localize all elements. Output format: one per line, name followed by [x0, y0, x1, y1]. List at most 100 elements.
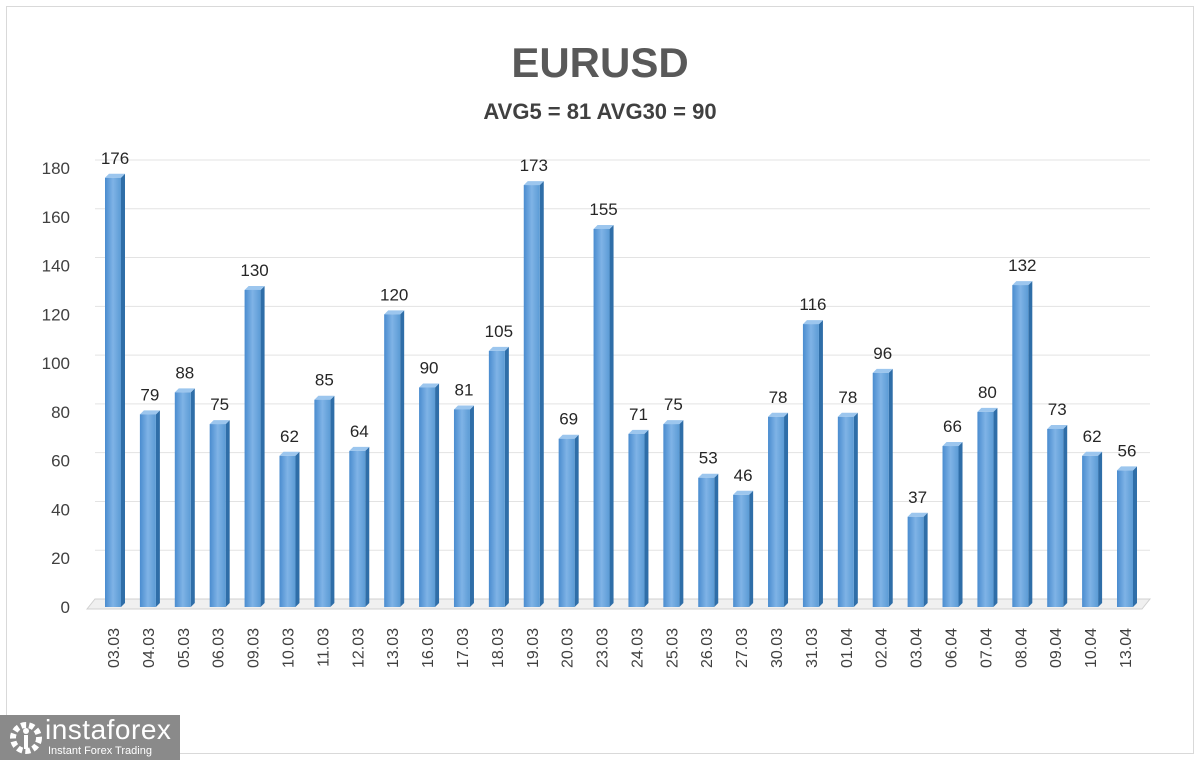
logo-name: instaforex [45, 714, 172, 745]
x-tick-label: 25.03 [664, 628, 681, 668]
data-label: 78 [838, 388, 857, 407]
bar [593, 228, 610, 607]
bar [453, 409, 470, 607]
bar [523, 185, 540, 608]
bar [244, 289, 261, 607]
x-tick-label: 11.03 [315, 628, 332, 667]
chart-title: EURUSD [511, 39, 689, 86]
bar-top [174, 388, 195, 393]
data-label: 90 [420, 359, 439, 378]
x-tick-label: 26.03 [699, 628, 716, 668]
bar-top [419, 383, 440, 388]
bar [802, 324, 819, 607]
bar [907, 516, 924, 607]
x-tick-label: 10.03 [280, 628, 297, 668]
bar-top [523, 181, 544, 186]
y-tick-label: 0 [61, 598, 70, 617]
x-tick-label: 24.03 [629, 628, 646, 668]
bar [977, 411, 994, 607]
bar-side [469, 405, 474, 607]
data-label: 62 [1083, 427, 1102, 446]
y-tick-label: 40 [51, 500, 70, 519]
x-tick-label: 12.03 [350, 628, 367, 668]
bar-top [768, 412, 789, 417]
x-tick-label: 09.03 [246, 628, 263, 668]
bar-side [400, 310, 405, 607]
bar-side [888, 368, 893, 607]
x-tick-label: 16.03 [420, 628, 437, 668]
y-tick-label: 20 [51, 549, 70, 568]
bar-side [260, 285, 265, 607]
bar-top [733, 490, 754, 495]
bar-side [190, 388, 195, 607]
chart-subtitle: AVG5 = 81 AVG30 = 90 [483, 99, 717, 124]
bar-top [384, 310, 405, 315]
data-label: 69 [559, 410, 578, 429]
bar-top [907, 512, 928, 517]
data-label: 64 [350, 422, 369, 441]
bar-top [663, 420, 684, 425]
bar-side [365, 446, 370, 607]
bar [942, 446, 959, 607]
bar-side [714, 473, 719, 607]
bar-side [330, 395, 335, 607]
data-label: 53 [699, 449, 718, 468]
x-tick-label: 08.04 [1013, 628, 1030, 668]
y-tick-label: 60 [51, 452, 70, 471]
bar [733, 494, 750, 607]
data-label: 130 [240, 261, 268, 280]
data-label: 176 [101, 149, 129, 168]
gear-logo-icon [10, 722, 42, 754]
bar-side [853, 412, 858, 607]
data-label: 120 [380, 285, 408, 304]
bar-top [244, 285, 265, 290]
logo-tagline: Instant Forex Trading [48, 745, 152, 757]
bar-side [993, 407, 998, 607]
bar-top [453, 405, 474, 410]
bar-top [628, 429, 649, 434]
bar [279, 455, 296, 607]
y-tick-label: 180 [42, 159, 70, 178]
x-tick-label: 20.03 [560, 628, 577, 668]
data-label: 155 [589, 200, 617, 219]
bar-top [209, 420, 230, 425]
x-tick-label: 04.03 [141, 628, 158, 668]
y-tick-label: 140 [42, 257, 70, 276]
x-tick-label: 10.04 [1083, 628, 1100, 668]
bar-side [609, 224, 614, 607]
bar-top [1012, 281, 1033, 286]
bar-side [1063, 424, 1068, 607]
x-tick-label: 03.03 [106, 628, 123, 668]
bar [105, 177, 121, 607]
bar-top [1117, 466, 1137, 471]
bar-side [574, 434, 579, 607]
bar [663, 424, 680, 607]
bar [1082, 455, 1099, 607]
bar-side [1133, 466, 1137, 607]
bar [698, 477, 715, 607]
bar [1047, 428, 1064, 607]
data-label: 173 [520, 156, 548, 175]
bar-side [225, 420, 230, 607]
bar-side [539, 181, 544, 608]
data-label: 85 [315, 371, 334, 390]
bar [384, 314, 401, 607]
bar [628, 433, 645, 607]
bar [139, 414, 156, 607]
bar-side [818, 320, 823, 607]
bar-top [593, 224, 614, 229]
data-label: 62 [280, 427, 299, 446]
bar [349, 450, 366, 607]
bar-top [139, 410, 160, 415]
bar-top [1047, 424, 1068, 429]
bar [1012, 285, 1029, 607]
y-tick-label: 160 [42, 208, 70, 227]
x-tick-label: 30.03 [769, 628, 786, 668]
bar-top [314, 395, 335, 400]
bar [768, 416, 785, 607]
x-tick-label: 31.03 [804, 628, 821, 668]
data-label: 75 [664, 395, 683, 414]
data-label: 56 [1118, 441, 1137, 460]
bar [314, 399, 331, 607]
